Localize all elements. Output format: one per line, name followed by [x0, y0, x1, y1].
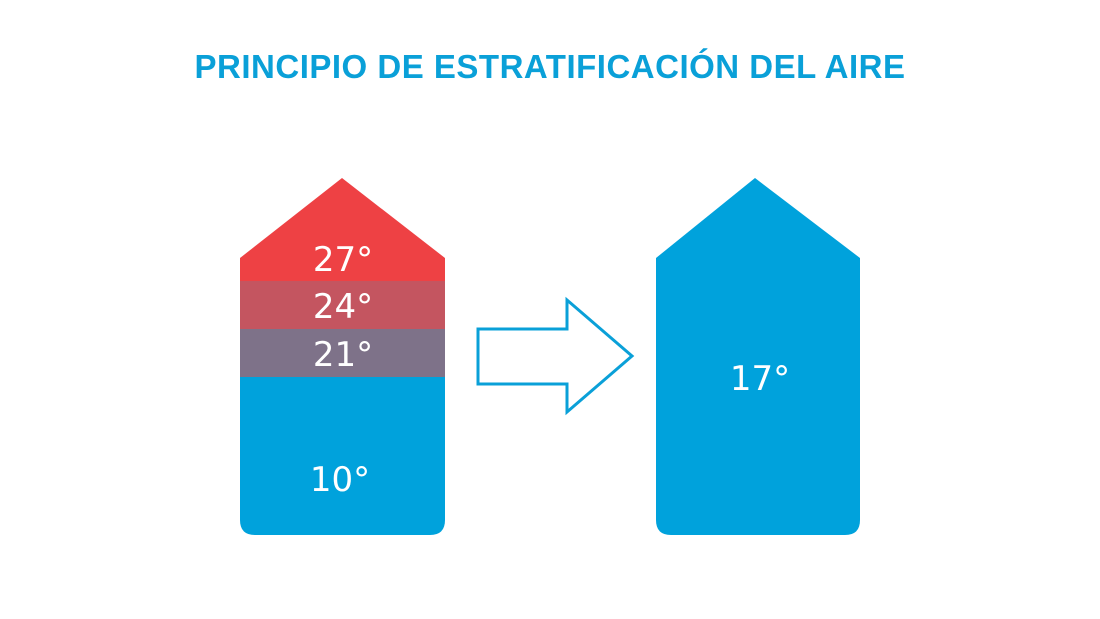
temp-label-10: 10° — [310, 460, 370, 500]
temp-label-27: 27° — [313, 240, 373, 280]
house-after — [656, 178, 860, 535]
temp-label-17: 17° — [730, 359, 790, 399]
right-arrow-outline-icon — [476, 296, 635, 416]
layer-10 — [240, 377, 445, 535]
layer-24 — [240, 281, 445, 329]
temp-label-21: 21° — [313, 335, 373, 375]
temp-label-24: 24° — [313, 287, 373, 327]
diagram-title: PRINCIPIO DE ESTRATIFICACIÓN DEL AIRE — [194, 48, 906, 85]
layer-21 — [240, 329, 445, 377]
